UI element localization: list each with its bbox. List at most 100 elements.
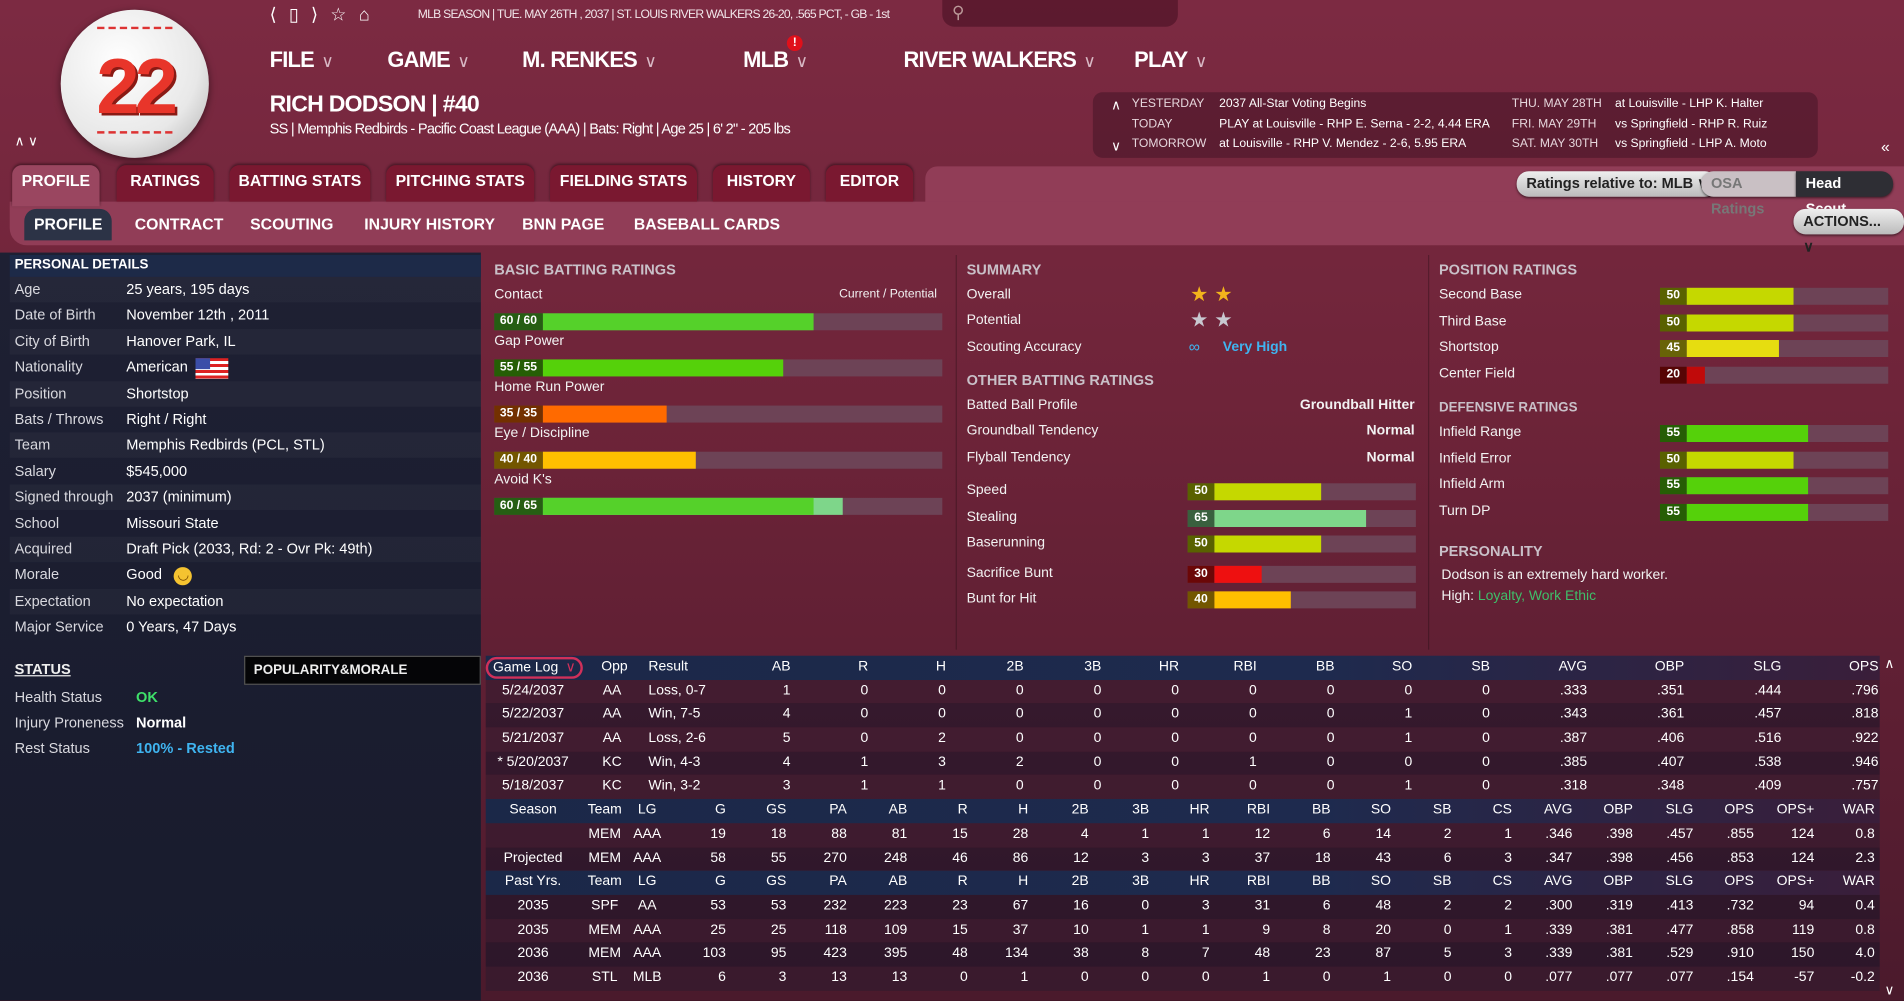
column-header[interactable]: SB (1432, 874, 1452, 890)
page-icon[interactable]: ▯ (288, 4, 299, 26)
menu-play[interactable]: PLAY ∨ (1134, 47, 1207, 73)
column-header[interactable]: SO (1392, 659, 1413, 674)
subtab-bnn-page[interactable]: BNN PAGE (522, 214, 605, 234)
column-header[interactable]: Season (509, 802, 557, 818)
column-header[interactable]: OBP (1603, 874, 1633, 890)
column-header[interactable]: Team (587, 802, 622, 818)
menu-mlb[interactable]: MLB ∨ (743, 47, 808, 73)
column-header[interactable]: RBI (1233, 659, 1257, 674)
column-header[interactable]: HR (1158, 659, 1180, 674)
column-header[interactable]: SO (1370, 802, 1392, 818)
schedule-event[interactable]: 2037 All-Star Voting Begins (1219, 97, 1367, 111)
popularity-morale-tab[interactable]: POPULARITY&MORALE (244, 655, 481, 685)
forward-icon[interactable]: ⟩ (311, 4, 319, 26)
home-icon[interactable]: ⌂ (358, 4, 370, 26)
game-log-row[interactable]: * 5/20/2037 KC Win, 4-3 4 1 3 2 0 0 1 0 0 0 .385 .407.… (485, 751, 1880, 776)
column-header[interactable]: SB (1471, 659, 1490, 674)
column-header[interactable]: RBI (1246, 802, 1271, 818)
menu-file[interactable]: FILE ∨ (270, 47, 334, 73)
schedule-event[interactable]: at Louisville - RHP V. Mendez - 2-6, 5.9… (1219, 137, 1467, 151)
column-header[interactable]: OBP (1603, 802, 1633, 818)
column-header[interactable]: PA (829, 874, 847, 890)
column-header[interactable]: OPS (1724, 874, 1754, 890)
game-log-row[interactable]: 5/24/2037 AA Loss, 0-7 1 0 0 0 0 0 0 0 0 0 .333 .351 .4… (485, 679, 1880, 704)
column-header[interactable]: 2B (1006, 659, 1024, 674)
game-log-row[interactable]: 5/21/2037 AA Loss, 2-6 5 0 2 0 0 0 0 0 1 0 .387 .406 .5… (485, 727, 1880, 752)
column-header[interactable]: SO (1370, 874, 1392, 890)
column-header[interactable]: AB (771, 659, 791, 674)
game-log-row[interactable]: 5/22/2037 AA Win, 7-5 4 0 0 0 0 0 0 0 1 0 .343 .361 .45… (485, 703, 1880, 728)
column-header[interactable]: Team (587, 874, 622, 890)
osa-ratings-toggle[interactable]: OSA Ratings (1701, 171, 1796, 217)
tab-ratings[interactable]: RATINGS (116, 165, 214, 202)
column-header[interactable]: 3B (1132, 802, 1150, 818)
actions-dropdown[interactable]: ACTIONS... ∨ (1793, 208, 1904, 255)
tab-pitching-stats[interactable]: PITCHING STATS (386, 165, 535, 202)
collapse-icon[interactable]: « (1880, 137, 1890, 156)
column-header[interactable]: SLG (1665, 802, 1694, 818)
column-header[interactable]: WAR (1842, 874, 1875, 890)
column-header[interactable]: HR (1189, 802, 1210, 818)
column-header[interactable]: SB (1432, 802, 1452, 818)
schedule-event[interactable]: PLAY at Louisville - RHP E. Serna - 2-2,… (1219, 117, 1490, 131)
menu-game[interactable]: GAME ∨ (387, 47, 469, 73)
column-header[interactable]: 2B (1071, 802, 1089, 818)
schedule-game[interactable]: vs Springfield - LHP A. Moto (1615, 137, 1767, 151)
column-header[interactable]: BB (1311, 802, 1331, 818)
column-header[interactable]: RBI (1246, 874, 1271, 890)
column-header[interactable]: OPS (1849, 659, 1879, 674)
tab-editor[interactable]: EDITOR (825, 165, 914, 202)
search-input[interactable]: ⚲ (942, 0, 1178, 27)
column-header[interactable]: GS (766, 874, 787, 890)
subtab-baseball-cards[interactable]: BASEBALL CARDS (633, 214, 781, 234)
tab-fielding-stats[interactable]: FIELDING STATS (550, 165, 698, 202)
tab-history[interactable]: HISTORY (712, 165, 810, 202)
schedule-up-icon[interactable]: ∧ (1111, 98, 1121, 113)
column-header[interactable]: OBP (1654, 659, 1685, 674)
column-header[interactable]: H (1018, 802, 1029, 818)
column-header[interactable]: R (858, 659, 869, 674)
column-header[interactable]: AVG (1544, 802, 1573, 818)
head-scout-toggle[interactable]: Head Scout (1795, 171, 1894, 217)
column-header[interactable]: PA (829, 802, 847, 818)
tab-batting-stats[interactable]: BATTING STATS (229, 165, 371, 202)
column-header[interactable]: GS (766, 802, 787, 818)
column-header[interactable]: HR (1189, 874, 1210, 890)
subtab-injury-history[interactable]: INJURY HISTORY (364, 214, 495, 234)
column-header[interactable]: OPS+ (1776, 874, 1815, 890)
column-header[interactable]: Result (648, 659, 689, 674)
column-header[interactable]: CS (1492, 802, 1512, 818)
back-icon[interactable]: ⟨ (269, 4, 277, 26)
star-icon[interactable]: ☆ (330, 4, 347, 26)
column-header[interactable]: R (957, 874, 968, 890)
column-header[interactable]: SLG (1753, 659, 1782, 674)
column-header[interactable]: LG (637, 874, 657, 890)
player-prev-next[interactable]: ∧ ∨ (14, 134, 38, 150)
column-header[interactable]: AVG (1544, 874, 1573, 890)
subtab-scouting[interactable]: SCOUTING (250, 214, 334, 234)
column-header[interactable]: R (957, 802, 968, 818)
column-header[interactable]: Opp (601, 659, 628, 674)
column-header[interactable]: LG (637, 802, 657, 818)
column-header[interactable]: 3B (1132, 874, 1150, 890)
column-header[interactable]: BB (1315, 659, 1335, 674)
subtab-profile[interactable]: PROFILE (24, 208, 113, 241)
schedule-game[interactable]: vs Springfield - RHP R. Ruiz (1615, 117, 1768, 131)
subtab-contract[interactable]: CONTRACT (134, 214, 224, 234)
column-header[interactable]: CS (1492, 874, 1512, 890)
column-header[interactable]: G (715, 874, 726, 890)
column-header[interactable]: Past Yrs. (504, 874, 562, 890)
column-header[interactable]: OPS (1724, 802, 1754, 818)
column-header[interactable]: WAR (1842, 802, 1875, 818)
schedule-game[interactable]: at Louisville - LHP K. Halter (1615, 97, 1764, 111)
game-log-select[interactable]: Game Log ∨ (485, 656, 586, 681)
game-log-row[interactable]: 5/18/2037 KC Win, 3-2 3 1 1 0 0 0 0 0 1 0 .318 .348 .40… (485, 775, 1880, 800)
menu-m-renkes[interactable]: M. RENKES ∨ (522, 47, 657, 73)
column-header[interactable]: G (715, 802, 726, 818)
column-header[interactable]: SLG (1665, 874, 1694, 890)
menu-river-walkers[interactable]: RIVER WALKERS ∨ (903, 47, 1095, 73)
column-header[interactable]: AVG (1558, 659, 1588, 674)
column-header[interactable]: H (935, 659, 946, 674)
column-header[interactable]: AB (888, 802, 908, 818)
column-header[interactable]: BB (1311, 874, 1331, 890)
